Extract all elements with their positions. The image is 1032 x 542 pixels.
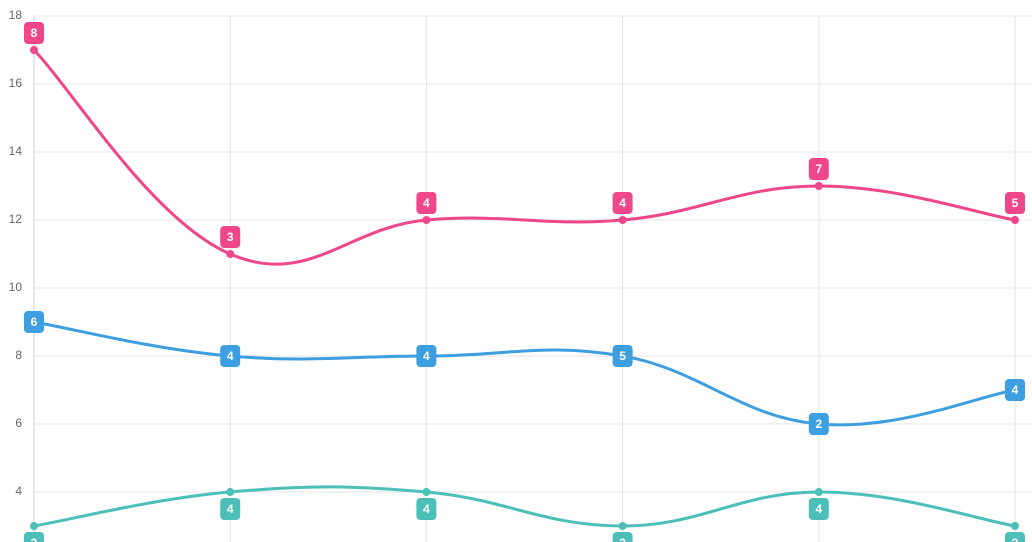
- data-label-text: 4: [619, 196, 626, 210]
- series-line: [33, 320, 1016, 427]
- point: [618, 216, 627, 224]
- data-label-text: 8: [31, 26, 38, 40]
- y-tick-label: 8: [15, 348, 22, 362]
- data-label: 4: [416, 192, 437, 214]
- data-label-text: 5: [619, 349, 626, 363]
- point: [30, 46, 38, 54]
- data-label-text: 3: [227, 230, 234, 244]
- data-label: 2: [808, 413, 829, 435]
- data-label-text: 4: [227, 349, 234, 363]
- data-label-text: 5: [1012, 196, 1019, 210]
- data-label-box: [808, 158, 829, 180]
- data-label-box: [220, 498, 241, 520]
- data-label-text: 3: [619, 536, 626, 542]
- data-label: 3: [612, 532, 633, 542]
- data-label: 4: [1005, 379, 1025, 401]
- data-label: 3: [1005, 532, 1025, 542]
- y-tick-label: 12: [9, 212, 23, 226]
- data-label-box: [220, 226, 241, 248]
- data-label: 5: [1005, 192, 1025, 214]
- data-label-text: 3: [31, 536, 38, 542]
- y-tick-label: 16: [9, 76, 23, 90]
- data-label-box: [1005, 192, 1025, 214]
- data-label: 3: [220, 226, 241, 248]
- point: [1011, 216, 1019, 224]
- y-tick-label: 10: [9, 280, 23, 294]
- y-tick-label: 14: [9, 144, 23, 158]
- point: [422, 488, 431, 496]
- data-label-box: [612, 532, 633, 542]
- point: [422, 216, 431, 224]
- data-label: 4: [220, 345, 241, 367]
- data-label-text: 4: [423, 502, 430, 516]
- y-tick-label: 18: [9, 8, 23, 22]
- data-label-text: 4: [423, 196, 430, 210]
- series-line: [33, 485, 1016, 528]
- data-label-box: [808, 413, 829, 435]
- data-label: 3: [24, 532, 44, 542]
- data-label-text: 3: [1012, 536, 1019, 542]
- point: [814, 488, 823, 496]
- data-label-box: [416, 192, 437, 214]
- data-label-box: [612, 192, 633, 214]
- data-label-box: [1005, 379, 1025, 401]
- data-label-box: [416, 498, 437, 520]
- data-label: 8: [24, 22, 44, 44]
- data-label-box: [416, 345, 437, 367]
- point: [30, 522, 38, 530]
- point: [226, 250, 235, 258]
- data-label-text: 4: [815, 502, 822, 516]
- data-label: 4: [416, 345, 437, 367]
- y-tick-label: 6: [15, 416, 22, 430]
- data-label-box: [24, 311, 44, 333]
- data-label-box: [612, 345, 633, 367]
- point: [618, 522, 627, 530]
- data-label-text: 2: [815, 417, 822, 431]
- data-label-box: [24, 22, 44, 44]
- data-label-text: 7: [815, 162, 822, 176]
- data-label-box: [220, 345, 241, 367]
- data-label-text: 4: [423, 349, 430, 363]
- series-line: [32, 48, 1016, 266]
- point: [1011, 522, 1019, 530]
- data-label: 5: [612, 345, 633, 367]
- data-label-box: [24, 532, 44, 542]
- data-label-box: [1005, 532, 1025, 542]
- data-label: 4: [612, 192, 633, 214]
- data-label-box: [808, 498, 829, 520]
- data-label: 4: [808, 498, 829, 520]
- data-label: 7: [808, 158, 829, 180]
- point: [814, 182, 823, 190]
- point: [226, 488, 235, 496]
- data-label: 4: [220, 498, 241, 520]
- data-label-text: 6: [31, 315, 38, 329]
- data-label-text: 4: [227, 502, 234, 516]
- data-label-text: 4: [1012, 383, 1019, 397]
- data-label: 6: [24, 311, 44, 333]
- data-label: 4: [416, 498, 437, 520]
- y-tick-label: 4: [15, 484, 22, 498]
